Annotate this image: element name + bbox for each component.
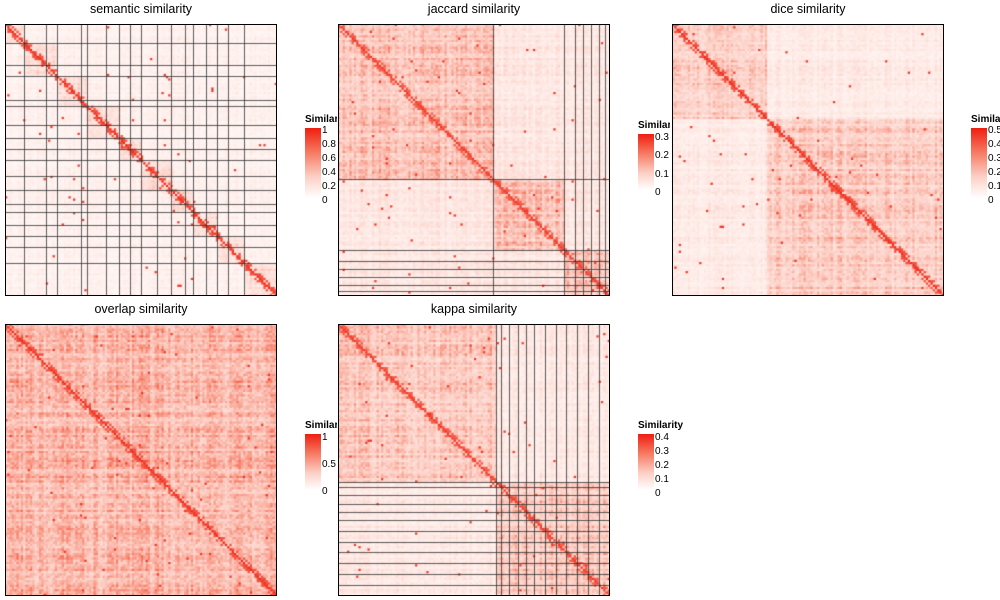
legend-tick: 0 — [655, 488, 661, 499]
legend-tick: 0.1 — [655, 169, 669, 180]
semantic-similarity-title: semantic similarity — [89, 2, 193, 16]
legend-tick: 0.5 — [988, 125, 1000, 136]
kappa-similarity-title: kappa similarity — [430, 302, 518, 316]
legend-tick: 0 — [988, 195, 994, 206]
legend-tick: 0.1 — [988, 181, 1000, 192]
legend-color-bar — [638, 434, 654, 490]
legend-title: Similarity — [638, 120, 670, 131]
legend-tick: 0.6 — [322, 153, 336, 164]
legend-tick: 0.4 — [655, 432, 669, 443]
legend-tick: 0.4 — [988, 139, 1000, 150]
legend-tick: 0 — [322, 195, 328, 206]
legend-tick: 0.3 — [655, 446, 669, 457]
legend-tick: 0 — [322, 486, 328, 497]
jaccard-similarity-legend-clip: Similarity 0.3 0.2 0.1 0 — [638, 120, 670, 202]
overlap-similarity-heatmap — [5, 324, 277, 596]
legend-tick: 0.2 — [988, 167, 1000, 178]
overlap-similarity-title: overlap similarity — [94, 302, 188, 316]
legend-title: Similarity — [305, 420, 337, 431]
legend-tick: 0.2 — [322, 181, 336, 192]
legend-color-bar — [638, 134, 654, 190]
legend-tick: 0.8 — [322, 139, 336, 150]
legend-color-bar — [971, 128, 987, 198]
legend-tick: 0.3 — [988, 153, 1000, 164]
semantic-similarity-heatmap — [5, 24, 277, 296]
overlap-similarity-legend-clip: Similarity 1 0.5 0 — [305, 420, 337, 502]
legend-title: Similarity — [971, 114, 1000, 125]
jaccard-similarity-heatmap — [338, 24, 610, 296]
legend-title: Similarity — [638, 420, 684, 431]
legend-tick: 0.2 — [655, 460, 669, 471]
dice-similarity-title: dice similarity — [770, 2, 846, 16]
legend-tick: 0.3 — [655, 132, 669, 143]
legend-tick: 0.5 — [322, 459, 336, 470]
legend-tick: 0.2 — [655, 150, 669, 161]
legend-tick: 0.1 — [655, 474, 669, 485]
legend-color-bar — [305, 128, 321, 198]
legend-title: Similarity — [305, 114, 337, 125]
legend-tick: 1 — [322, 125, 328, 136]
legend-tick: 0 — [655, 187, 661, 198]
legend-tick: 0.4 — [322, 167, 336, 178]
semantic-similarity-legend-clip: Similarity 1 0.8 0.6 0.4 0.2 0 — [305, 114, 337, 214]
dice-similarity-legend-clip: Similarity 0.5 0.4 0.3 0.2 0.1 0 — [971, 114, 1000, 214]
legend-color-bar — [305, 434, 321, 490]
legend-tick: 1 — [322, 432, 328, 443]
kappa-similarity-heatmap — [338, 324, 610, 596]
jaccard-similarity-title: jaccard similarity — [427, 2, 521, 16]
dice-similarity-heatmap — [672, 24, 944, 296]
